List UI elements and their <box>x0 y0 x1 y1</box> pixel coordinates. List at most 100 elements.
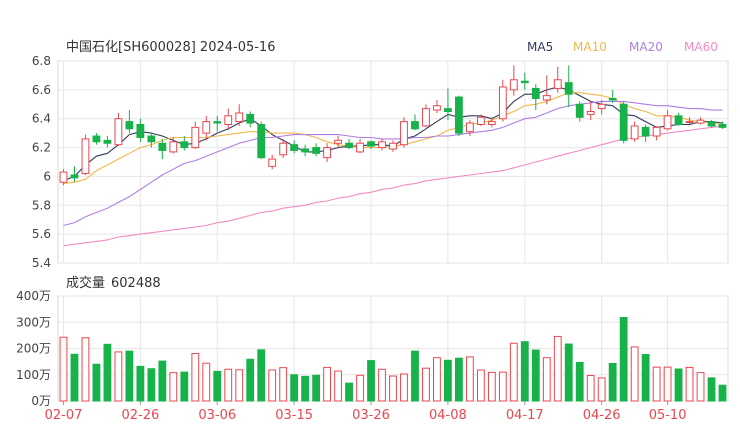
candle <box>114 112 123 147</box>
candle-body <box>718 123 727 128</box>
candle <box>663 110 672 131</box>
candle <box>169 137 178 154</box>
candle-body <box>619 103 628 141</box>
candle-body <box>663 115 672 130</box>
candle <box>433 99 441 113</box>
volume-bar <box>70 353 79 402</box>
volume-bar <box>81 337 90 402</box>
candle <box>597 99 606 115</box>
volume-bar <box>498 371 507 402</box>
volume-bar <box>619 317 628 402</box>
volume-bar <box>389 375 397 402</box>
candle-body <box>224 115 233 125</box>
volume-y-tick: 200万 <box>16 342 51 356</box>
price-panel-frame <box>57 60 729 264</box>
volume-series <box>59 317 727 402</box>
candle <box>70 166 79 183</box>
price-y-tick: 6.2 <box>32 141 51 155</box>
volume-bar <box>553 335 562 402</box>
candle <box>191 121 200 150</box>
volume-bar <box>213 370 222 402</box>
candle <box>509 65 518 96</box>
volume-bar <box>674 368 683 402</box>
candle-body <box>641 126 650 137</box>
volume-y-tick: 400万 <box>16 289 51 303</box>
candle <box>487 117 496 128</box>
candle-body <box>202 121 211 134</box>
candle <box>235 104 244 126</box>
volume-bar <box>465 356 474 402</box>
candle <box>180 136 189 151</box>
volume-bar <box>125 350 134 402</box>
candle-body <box>290 144 299 151</box>
x-tick-label: 03-26 <box>352 408 390 423</box>
volume-bar <box>663 366 672 402</box>
candle <box>125 110 134 134</box>
candle <box>92 133 101 145</box>
candle <box>575 101 584 122</box>
candle-body <box>345 142 353 149</box>
volume-bar <box>224 368 233 402</box>
candle <box>268 154 277 170</box>
volume-bar <box>323 366 332 402</box>
candle-body <box>444 108 452 113</box>
candle <box>564 65 573 108</box>
candle <box>652 125 661 141</box>
candle-body <box>257 123 266 159</box>
candle-body <box>158 142 167 151</box>
x-tick-label: 04-17 <box>506 408 544 423</box>
candle-body <box>180 141 189 149</box>
volume-bar <box>290 374 299 402</box>
volume-bar <box>685 366 694 402</box>
candle-body <box>411 121 419 130</box>
volume-bar <box>246 358 255 402</box>
candle-body <box>531 87 540 100</box>
candle <box>674 112 683 126</box>
candle-body <box>389 142 397 150</box>
candle <box>59 169 68 186</box>
candle <box>378 138 386 151</box>
legend-ma20: MA20 <box>629 40 663 54</box>
ma-line-ma60 <box>63 125 723 247</box>
candle <box>246 111 255 128</box>
volume-bar <box>257 349 266 402</box>
candle-body <box>235 112 244 123</box>
candle <box>696 117 705 125</box>
candle-body <box>378 141 386 149</box>
volume-bar <box>433 357 441 402</box>
price-y-tick: 5.6 <box>32 227 51 241</box>
candle-body <box>575 103 584 118</box>
candle-body <box>92 135 101 143</box>
volume-bar <box>147 368 156 402</box>
candle <box>411 114 419 131</box>
candle-body <box>608 98 617 101</box>
candle-body <box>597 103 606 110</box>
volume-bar <box>114 351 123 402</box>
candle <box>345 138 353 150</box>
volume-bar <box>509 342 518 402</box>
candle-body <box>191 126 200 149</box>
volume-y-tick: 0万 <box>31 394 51 408</box>
candle <box>158 138 167 160</box>
price-y-tick: 6 <box>43 169 51 183</box>
candle <box>520 72 529 90</box>
y-axis-ticks: 6.8 6.6 6.4 6.2 6 5.8 5.6 5.4 400万 300万 200万 100万 0万 <box>16 54 51 408</box>
volume-bar <box>652 366 661 402</box>
candle-body <box>268 158 277 167</box>
volume-bar <box>444 359 452 402</box>
x-tick-label: 04-08 <box>429 408 467 423</box>
volume-bar <box>279 367 288 402</box>
volume-bar <box>564 343 573 402</box>
x-tick-label: 02-07 <box>45 408 83 423</box>
price-y-tick: 5.8 <box>32 198 51 212</box>
candle-body <box>356 142 364 153</box>
chart-legend: MA5 MA10 MA20 MA60 <box>527 40 718 54</box>
candle <box>465 120 474 137</box>
volume-bar <box>542 357 551 402</box>
price-y-tick: 5.4 <box>32 256 51 270</box>
candle <box>323 143 332 162</box>
candle <box>444 88 452 121</box>
chart-title: 中国石化[SH600028] 2024-05-16 <box>66 40 275 55</box>
